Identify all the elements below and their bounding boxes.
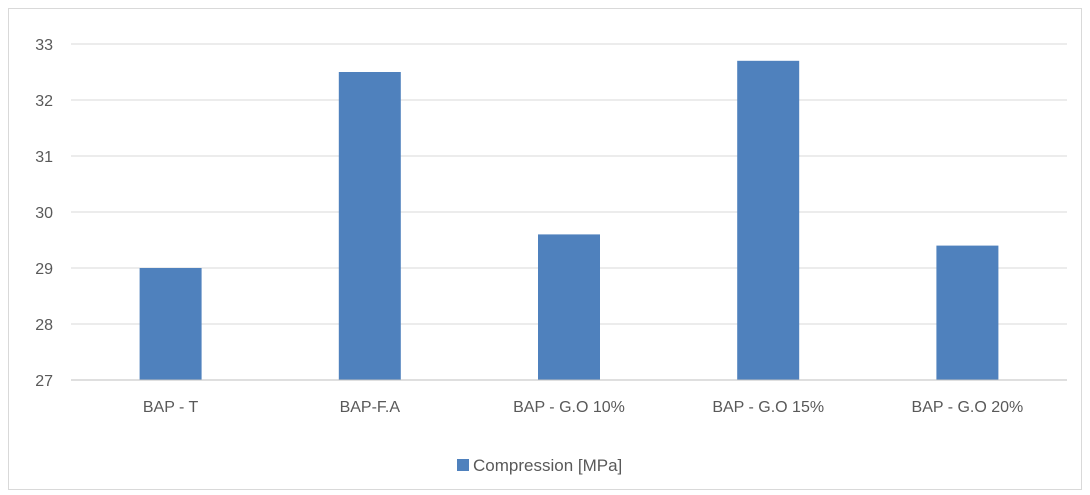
y-tick-label: 27 [35,373,53,390]
x-tick-label: BAP - G.O 20% [912,399,1024,416]
legend: Compression [MPa] [457,456,622,475]
chart-frame: 27 28 29 30 31 32 33 BAP - T BAP-F.A BAP - G.O 1… [8,8,1082,490]
bar [338,72,401,380]
x-axis: BAP - T BAP-F.A BAP - G.O 10% BAP - G.O 15%… [71,379,1067,416]
bar [538,234,600,380]
bar-chart: 27 28 29 30 31 32 33 BAP - T BAP-F.A BAP - G.O 1… [35,37,1067,475]
gridlines [71,43,1067,325]
y-tick-label: 28 [35,317,53,334]
x-tick-label: BAP - T [143,399,199,416]
x-tick-label: BAP - G.O 15% [712,399,824,416]
x-tick-label: BAP - G.O 10% [513,399,625,416]
x-tick-label: BAP-F.A [340,399,401,416]
bar [139,268,202,380]
bars [139,60,999,381]
legend-swatch [457,459,469,471]
y-tick-label: 31 [35,149,53,166]
bar [737,60,800,381]
y-tick-label: 32 [35,93,53,110]
bar [936,245,999,380]
y-tick-label: 33 [35,37,53,54]
y-axis: 27 28 29 30 31 32 33 [35,37,53,390]
y-tick-label: 30 [35,205,53,222]
legend-label: Compression [MPa] [473,456,622,475]
y-tick-label: 29 [35,261,53,278]
